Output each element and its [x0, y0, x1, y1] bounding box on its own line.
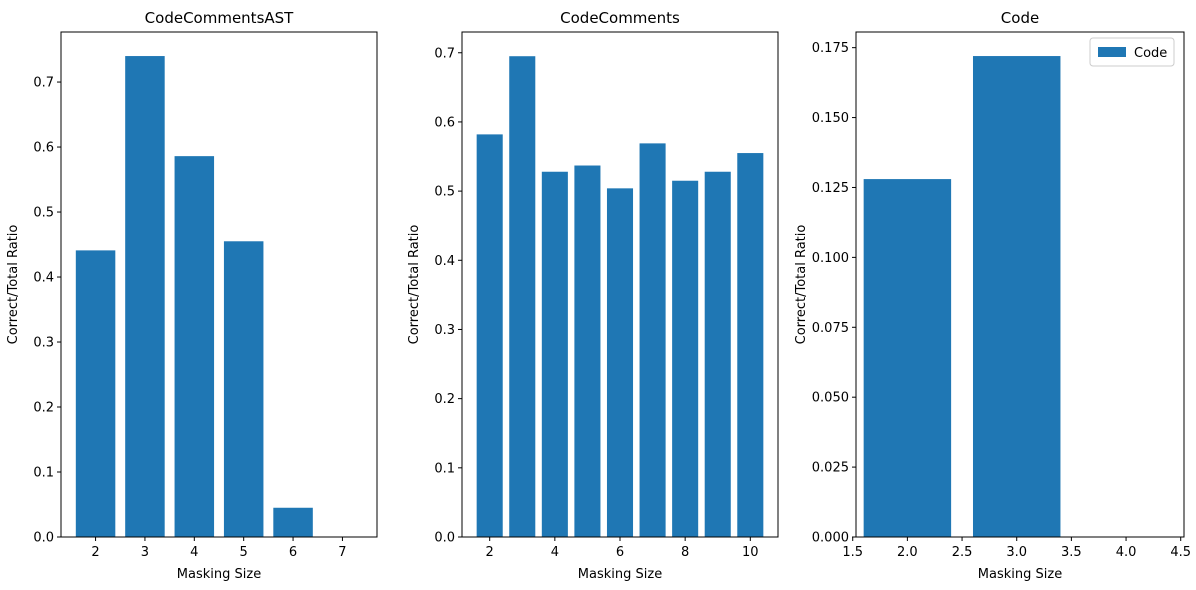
y-tick-label: 0.7 — [33, 76, 54, 91]
bar-6 — [273, 507, 313, 537]
x-tick-label: 6 — [289, 545, 297, 560]
bar-3 — [125, 56, 165, 537]
y-tick-label: 0.025 — [812, 461, 849, 476]
chart-title: Code — [1001, 9, 1039, 27]
y-tick-label: 0.0 — [434, 531, 455, 546]
x-tick-label: 3 — [141, 545, 149, 560]
y-tick-label: 0.2 — [33, 401, 54, 416]
chart-panel-3: 1.5 2.0 2.5 3.0 3.5 4.0 4.5 0.000 0.025 0.050 0.07… — [794, 9, 1191, 582]
y-tick-label: 0.150 — [812, 111, 849, 126]
x-tick-label: 6 — [616, 545, 624, 560]
x-tick-label: 2 — [91, 545, 99, 560]
x-tick-label: 5 — [240, 545, 248, 560]
y-tick-label: 0.4 — [33, 271, 54, 286]
bar-5 — [574, 165, 601, 537]
y-tick-label: 0.1 — [434, 461, 455, 476]
x-tick-label: 4 — [190, 545, 198, 560]
bar-9 — [704, 171, 731, 538]
bar-5 — [223, 241, 264, 538]
bar-7 — [639, 143, 666, 537]
y-tick-label: 0.5 — [33, 206, 54, 221]
y-axis-label: Correct/Total Ratio — [407, 225, 422, 345]
bar-2 — [75, 250, 116, 538]
y-tick-label: 0.175 — [812, 41, 849, 56]
y-tick-label: 0.125 — [812, 181, 849, 196]
x-tick-label: 4.5 — [1170, 545, 1191, 560]
x-axis-label: Masking Size — [578, 567, 662, 582]
legend-box — [1089, 37, 1175, 67]
chart-panel-1: 2 3 4 5 6 7 0.0 0.1 0.2 0.3 0.4 0.5 0.6 0.7 CodeCommen… — [6, 9, 378, 582]
bar-3 — [509, 56, 536, 537]
y-tick-label: 0.050 — [812, 391, 849, 406]
y-tick-label: 0.5 — [434, 185, 455, 200]
plot-frame — [855, 31, 1185, 538]
chart-title: CodeCommentsAST — [145, 9, 294, 27]
x-tick-label: 7 — [338, 545, 346, 560]
y-axis-label: Correct/Total Ratio — [6, 225, 21, 345]
x-tick-label: 3.5 — [1061, 545, 1082, 560]
x-tick-label: 8 — [681, 545, 689, 560]
bar-8 — [672, 180, 699, 537]
y-tick-label: 0.4 — [434, 254, 455, 269]
x-tick-label: 2.0 — [897, 545, 918, 560]
y-tick-label: 0.6 — [33, 141, 54, 156]
x-axis-label: Masking Size — [177, 567, 261, 582]
y-axis-label: Correct/Total Ratio — [794, 225, 809, 345]
legend-label: Code — [1134, 46, 1167, 61]
chart-title: CodeComments — [560, 9, 680, 27]
y-tick-label: 0.3 — [33, 336, 54, 351]
x-tick-label: 4.0 — [1116, 545, 1137, 560]
x-tick-label: 2.5 — [952, 545, 973, 560]
bar-2 — [476, 134, 503, 537]
y-tick-label: 0.075 — [812, 321, 849, 336]
bar-4 — [541, 171, 568, 538]
plot-frame — [60, 31, 378, 538]
y-tick-label: 0.6 — [434, 115, 455, 130]
y-tick-label: 0.100 — [812, 251, 849, 266]
x-axis-label: Masking Size — [978, 567, 1062, 582]
y-tick-label: 0.2 — [434, 392, 455, 407]
bar-2 — [863, 179, 952, 537]
y-tick-label: 0.000 — [812, 531, 849, 546]
legend-swatch — [1098, 47, 1126, 57]
y-tick-label: 0.0 — [33, 531, 54, 546]
x-tick-label: 4 — [551, 545, 559, 560]
y-tick-label: 0.7 — [434, 46, 455, 61]
x-tick-label: 10 — [742, 545, 759, 560]
bar-10 — [737, 153, 764, 537]
bar-3 — [972, 56, 1061, 537]
x-tick-label: 2 — [486, 545, 494, 560]
bar-4 — [174, 156, 215, 537]
y-tick-label: 0.1 — [33, 466, 54, 481]
x-tick-label: 1.5 — [842, 545, 863, 560]
y-tick-label: 0.3 — [434, 323, 455, 338]
x-tick-label: 3.0 — [1006, 545, 1027, 560]
chart-panel-2: 2 4 6 8 10 0.0 0.1 0.2 0.3 0.4 0.5 0.6 0.7 CodeCommen… — [407, 9, 779, 582]
legend: Code — [1089, 37, 1175, 67]
bar-6 — [606, 188, 634, 538]
